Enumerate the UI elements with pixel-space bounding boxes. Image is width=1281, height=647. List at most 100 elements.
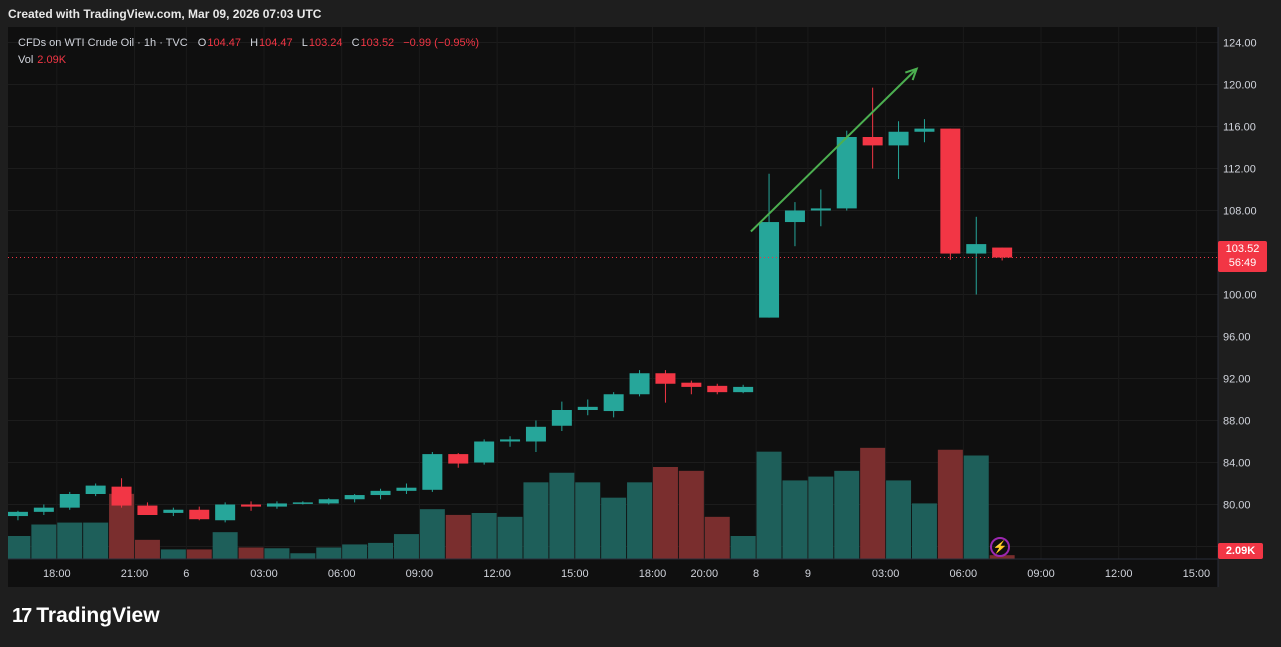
open-value: 104.47 (207, 37, 241, 49)
volume-bar (523, 482, 549, 559)
candle-body (8, 511, 28, 517)
volume-bar (601, 497, 627, 559)
volume-bar (627, 482, 653, 559)
time-tick-label: 03:00 (250, 568, 278, 580)
last-price: 103.52 (1225, 243, 1260, 255)
high-value: 104.47 (259, 37, 293, 49)
candle-body (163, 509, 184, 513)
volume-bar (471, 513, 497, 559)
volume-bar (160, 549, 186, 559)
candle-body (500, 439, 521, 442)
time-tick-label: 09:00 (406, 568, 434, 580)
change-value: −0.99 (−0.95%) (403, 37, 480, 49)
candle-body (992, 247, 1013, 258)
price-tick-label: 124.00 (1223, 38, 1257, 50)
candles (8, 87, 1013, 523)
time-tick-label: 18:00 (639, 568, 667, 580)
candle-body (215, 504, 236, 521)
time-tick-label: 9 (805, 568, 811, 580)
chart-area[interactable]: 124.00120.00116.00112.00108.00104.00100.… (8, 27, 1257, 587)
candle-body (759, 222, 780, 318)
candle-body (888, 131, 909, 146)
candle-body (681, 382, 702, 387)
price-tick-label: 100.00 (1223, 290, 1257, 302)
volume-bar (393, 534, 419, 559)
tradingview-brand: 17 TradingView (12, 604, 160, 628)
volume-bar (419, 509, 445, 559)
brand-name: TradingView (36, 604, 160, 627)
candle-body (422, 454, 443, 490)
candle-body (784, 210, 805, 223)
volume-bar (963, 455, 989, 559)
candle-body (655, 373, 676, 384)
time-tick-label: 06:00 (950, 568, 978, 580)
candle-body (370, 490, 391, 496)
price-tick-label: 96.00 (1223, 332, 1251, 344)
time-tick-label: 12:00 (1105, 568, 1133, 580)
high-label: H (250, 37, 259, 49)
volume-bar (8, 536, 31, 559)
candle-body (344, 495, 365, 500)
volume-bar (186, 549, 212, 559)
volume-bar (238, 547, 264, 559)
volume-bar (31, 524, 57, 559)
candle-body (137, 505, 158, 515)
vol-label: Vol (18, 54, 34, 66)
lightning-icon[interactable]: ⚡ (990, 537, 1010, 557)
volume-bar (756, 451, 782, 559)
price-tick-label: 80.00 (1223, 500, 1251, 512)
time-tick-label: 06:00 (328, 568, 356, 580)
volume-bar (316, 547, 342, 559)
candle-body (59, 494, 80, 508)
open-label: O (197, 37, 207, 49)
time-tick-label: 6 (183, 568, 189, 580)
volume-bar (678, 470, 704, 559)
candle-body (577, 406, 598, 410)
price-tick-label: 116.00 (1223, 122, 1256, 134)
low-label: L (301, 37, 308, 49)
volume-bar (808, 476, 834, 559)
candle-body (810, 208, 831, 211)
time-tick-label: 8 (753, 568, 759, 580)
candle-body (396, 487, 417, 491)
volume-bar (549, 472, 575, 559)
volume-bar (989, 555, 1015, 559)
bar-countdown: 56:49 (1228, 257, 1257, 269)
grid-lines (8, 27, 1218, 559)
price-tick-label: 84.00 (1223, 458, 1251, 470)
close-label: C (351, 37, 360, 49)
time-tick-label: 15:00 (1183, 568, 1211, 580)
candle-body (85, 485, 106, 494)
volume-bar (886, 480, 912, 559)
price-tick-label: 108.00 (1223, 206, 1257, 218)
time-axis: 18:00 21:00 6 03:00 06:00 09:00 12:00 15:00 18:0… (8, 558, 1218, 580)
vol-value: 2.09K (37, 54, 67, 66)
candle-body (603, 394, 624, 412)
candlestick-chart[interactable]: 124.00120.00116.00112.00108.00104.00100.… (8, 27, 1281, 587)
candle-body (111, 486, 132, 506)
price-tick-label: 88.00 (1223, 416, 1251, 428)
candle-body (707, 385, 728, 393)
close-value: 103.52 (360, 37, 395, 49)
volume-bar (497, 516, 523, 559)
legend-line-2: Vol 2.09K (18, 52, 485, 69)
time-tick-label: 18:00 (43, 568, 71, 580)
time-tick-label: 12:00 (483, 568, 511, 580)
candle-body (318, 499, 339, 504)
created-with-text: Created with TradingView.com, Mar 09, 20… (8, 7, 322, 21)
price-tick-label: 92.00 (1223, 374, 1251, 386)
candle-body (836, 137, 857, 209)
tradingview-logo-icon: 17 (12, 604, 32, 627)
candle-body (862, 137, 883, 146)
trend-arrow-line (750, 68, 918, 233)
last-volume-tag: 2.09K (1218, 543, 1263, 559)
chart-legend: CFDs on WTI Crude Oil · 1h · TVC O104.47… (18, 35, 485, 69)
time-tick-label: 15:00 (561, 568, 589, 580)
candle-body (241, 504, 262, 507)
candle-body (966, 244, 987, 254)
candle-body (33, 507, 54, 512)
volume-bar (834, 470, 860, 559)
symbol-label[interactable]: CFDs on WTI Crude Oil · 1h · TVC (18, 37, 188, 49)
price-tick-label: 120.00 (1223, 80, 1257, 92)
candle-body (189, 509, 210, 520)
